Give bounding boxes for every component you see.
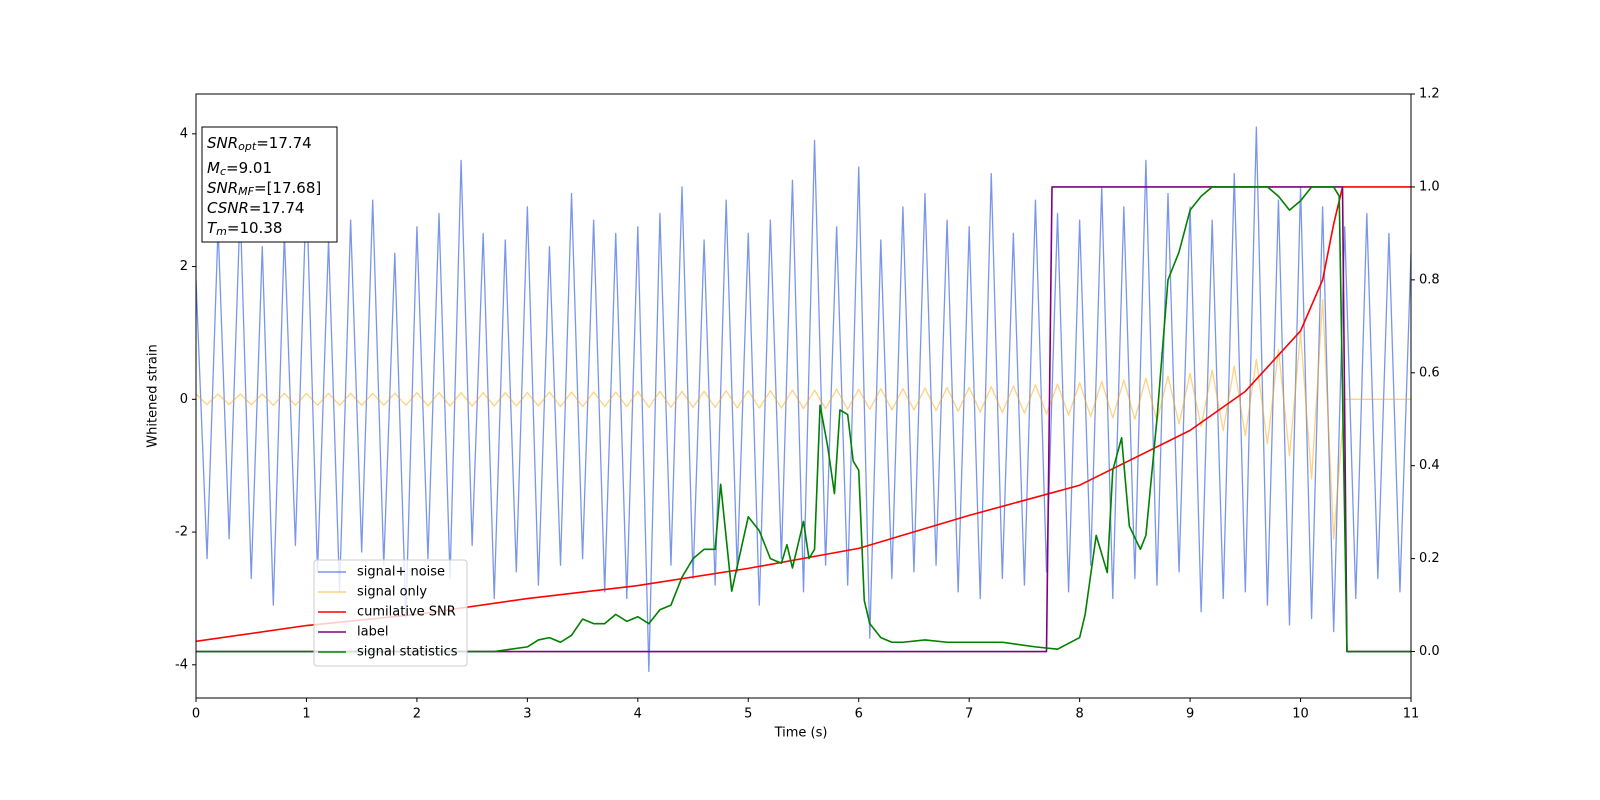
y-tick-label: -4 (175, 657, 188, 672)
x-tick-label: 11 (1403, 707, 1420, 722)
series-line (196, 186, 1411, 653)
annotation-rest: =10.38 (227, 219, 283, 237)
legend-label: cumilative SNR (357, 605, 456, 620)
y-tick-label: 4 (180, 126, 188, 141)
annotation-rest: =17.74 (256, 134, 312, 152)
x-tick-label: 5 (744, 707, 752, 722)
x-tick-label: 3 (523, 707, 531, 722)
annotation-rest: =9.01 (226, 159, 272, 177)
y2-tick-label: 0.0 (1419, 644, 1440, 659)
y2-tick-label: 1.0 (1419, 179, 1440, 194)
annotation-sub: m (216, 225, 227, 238)
annotation-main: CSNR (207, 199, 249, 217)
legend-label: signal only (357, 585, 427, 600)
x-tick-label: 2 (413, 707, 421, 722)
annotation-box: SNRopt=17.74Mc=9.01SNRMF=[17.68]CSNR=17.… (201, 126, 338, 243)
annotation-text: SNRMF=[17.68] (207, 179, 321, 199)
y2-tick-label: 0.8 (1419, 272, 1440, 287)
y-tick-label: -2 (175, 525, 188, 540)
series-line (196, 299, 1411, 540)
y-tick-label: 0 (180, 392, 188, 407)
series-line (196, 126, 1411, 673)
annotation-text: CSNR=17.74 (207, 199, 304, 217)
x-tick-label: 10 (1292, 707, 1309, 722)
annotation-text: SNRopt=17.74 (207, 134, 312, 154)
y-axis-label: Whitened strain (146, 344, 161, 447)
annotation-text: Tm=10.38 (207, 219, 282, 239)
x-axis-label: Time (s) (774, 726, 828, 741)
annotation-main: T (207, 219, 218, 237)
annotation-rest: =17.74 (249, 199, 305, 217)
legend-label: label (357, 625, 388, 640)
plot-frame (195, 93, 1412, 699)
annotation-sub: c (220, 165, 226, 178)
x-tick-label: 6 (855, 707, 863, 722)
x-tick-label: 8 (1075, 707, 1083, 722)
y2-tick-label: 0.2 (1419, 551, 1440, 566)
plot-area (196, 126, 1411, 673)
annotation-frame (201, 126, 338, 243)
x-tick-label: 9 (1186, 707, 1194, 722)
annotation-main: SNR (207, 134, 238, 152)
y2-tick-label: 0.4 (1419, 458, 1440, 473)
x-tick-label: 1 (302, 707, 310, 722)
x-tick-label: 7 (965, 707, 973, 722)
annotation-main: M (207, 159, 220, 177)
annotation-sub: opt (238, 140, 257, 153)
series-line (196, 186, 1411, 643)
legend: signal+ noise signal only cumilative SNR la… (313, 559, 468, 667)
annotation-rest: =[17.68] (254, 179, 321, 197)
legend-label: signal+ noise (357, 565, 445, 580)
annotation-main: SNR (207, 179, 238, 197)
legend-frame (313, 559, 468, 667)
x-tick-label: 0 (192, 707, 200, 722)
y-tick-label: 2 (180, 259, 188, 274)
y2-tick-label: 1.2 (1419, 87, 1440, 102)
x-tick-label: 4 (634, 707, 642, 722)
annotation-text: Mc=9.01 (207, 159, 272, 179)
annotation-sub: MF (238, 185, 254, 198)
legend-label: signal statistics (357, 645, 458, 660)
y2-tick-label: 0.6 (1419, 365, 1440, 380)
